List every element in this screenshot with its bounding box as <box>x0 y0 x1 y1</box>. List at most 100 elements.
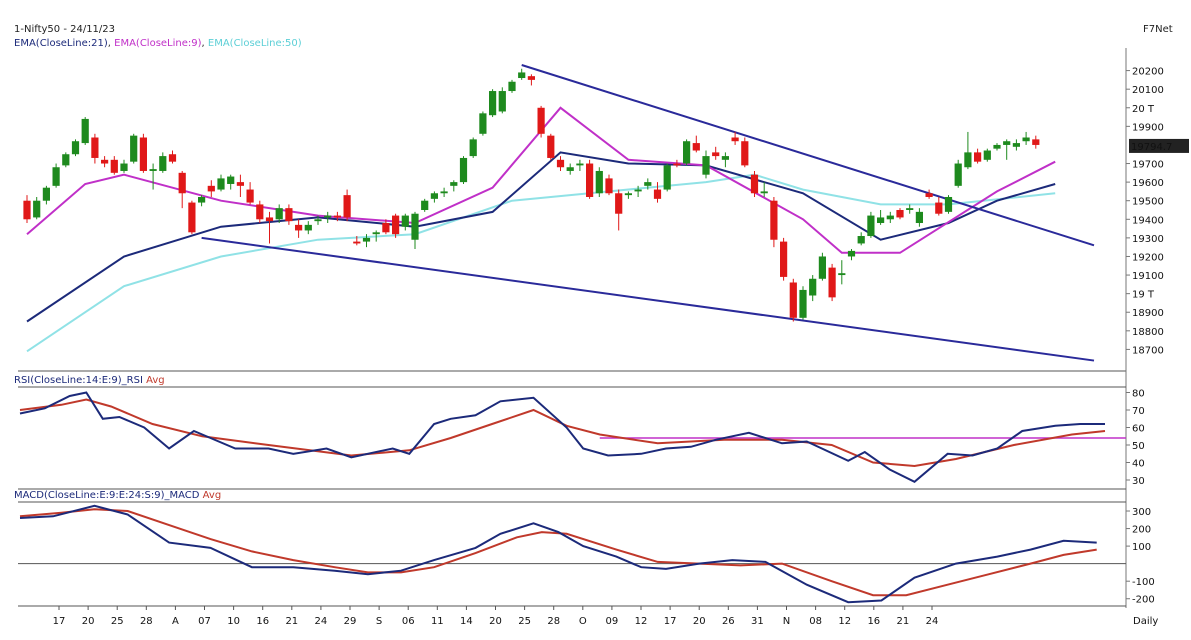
macd-tick-label: -200 <box>1132 595 1155 606</box>
candle-body <box>508 81 516 92</box>
candle-body <box>52 167 60 186</box>
rsi-tick-label: 30 <box>1132 476 1145 487</box>
chart-title: 1-Nifty50 - 24/11/23 <box>14 24 115 35</box>
rsi-tick-label: 70 <box>1132 406 1145 417</box>
candle-body <box>1032 139 1040 145</box>
candle-body <box>750 174 759 194</box>
date-tick-label: 12 <box>635 616 648 627</box>
macd-y-axis: 300 200 100 -100 -200 <box>1126 507 1155 606</box>
date-tick-label: 11 <box>431 616 444 627</box>
last-price-box: 19794.7 <box>1129 138 1189 153</box>
candle-body <box>944 196 953 212</box>
date-tick-label: 20 <box>489 616 502 627</box>
date-axis: 17 20 25 28 A 07 10 16 21 24 29 S 06 11 14 20 25 28 O 09 12 1… <box>53 606 939 627</box>
candle-body <box>974 152 982 162</box>
rsi-y-axis: 80 70 60 50 40 30 <box>1126 389 1145 487</box>
trendlines <box>201 64 1095 362</box>
candle-body <box>993 144 1001 149</box>
x-axis-label: Daily <box>1133 616 1158 627</box>
candle-body <box>692 143 700 151</box>
date-tick-label: 20 <box>82 616 95 627</box>
candle-body <box>207 185 215 192</box>
price-tick-label: 19100 <box>1132 271 1164 282</box>
price-tick-label: 19300 <box>1132 234 1164 245</box>
ema21-line <box>26 151 1056 323</box>
candle-body <box>314 219 322 222</box>
price-tick-label: 19600 <box>1132 178 1164 189</box>
candle-body <box>663 165 671 190</box>
candle-body <box>101 159 109 164</box>
candle-body <box>712 152 720 157</box>
date-tick-label: 31 <box>751 616 764 627</box>
candle-body <box>498 91 506 112</box>
price-tick-label: 19200 <box>1132 252 1164 263</box>
candle-body <box>110 159 118 173</box>
date-tick-label: 16 <box>256 616 269 627</box>
candle-body <box>392 215 400 235</box>
last-price-bg <box>1129 138 1189 153</box>
candle-body <box>896 210 904 218</box>
candle-body <box>139 137 147 171</box>
candle-body <box>343 195 351 218</box>
brand-label: F7Net <box>1143 24 1173 35</box>
date-tick-label: 07 <box>198 616 211 627</box>
candle-body <box>333 215 341 218</box>
candle-body <box>935 202 943 214</box>
candle-body <box>227 176 235 184</box>
candle-body <box>62 154 70 166</box>
date-tick-label: 24 <box>315 616 328 627</box>
legend-ema21: EMA(CloseLine:21) <box>14 38 108 49</box>
rsi-line <box>19 391 1105 483</box>
rsi-tick-label: 60 <box>1132 424 1145 435</box>
date-tick-label: 24 <box>926 616 939 627</box>
candle-body <box>653 189 662 199</box>
date-tick-label: 14 <box>460 616 473 627</box>
candle-body <box>915 211 923 224</box>
price-tick-label: 20 T <box>1132 104 1155 115</box>
candle-body <box>42 187 50 201</box>
price-tick-label: 19700 <box>1132 160 1164 171</box>
date-tick-label: 26 <box>722 616 735 627</box>
date-tick-label: 06 <box>402 616 415 627</box>
candle-body <box>285 208 293 222</box>
candle-body <box>256 204 264 220</box>
candle-body <box>770 200 778 240</box>
candle-body <box>71 141 80 155</box>
candle-body <box>217 178 225 190</box>
date-tick-label: N <box>783 616 790 627</box>
date-tick-label: S <box>376 616 382 627</box>
lower-trendline <box>201 236 1095 362</box>
candle-body <box>721 156 729 160</box>
macd-tick-label: -100 <box>1132 577 1155 588</box>
candle-body <box>401 215 409 227</box>
date-tick-label: 28 <box>547 616 560 627</box>
last-price-label: 19794.7 <box>1131 142 1172 153</box>
candle-body <box>537 107 545 134</box>
candle-body <box>886 215 894 220</box>
candle-body <box>91 137 99 158</box>
candle-body <box>23 200 31 220</box>
date-tick-label: 21 <box>897 616 910 627</box>
candle-body <box>615 193 623 214</box>
candle-body <box>556 159 565 168</box>
ema50-line <box>26 173 1056 353</box>
candle-body <box>518 72 526 79</box>
candle-body <box>130 135 138 162</box>
candle-body <box>828 267 836 298</box>
price-tick-label: 19400 <box>1132 215 1164 226</box>
candle-body <box>809 278 817 296</box>
candle-body <box>760 191 768 194</box>
date-tick-label: 10 <box>227 616 240 627</box>
candle-body <box>644 182 652 186</box>
price-tick-label: 18900 <box>1132 308 1164 319</box>
rsi-legend-avg: Avg <box>146 375 165 386</box>
candle-body <box>459 157 468 183</box>
macd-legend: MACD(CloseLine:E:9:E:24:S:9)_MACD Avg <box>14 490 221 501</box>
macd-avg-line <box>19 508 1097 597</box>
rsi-tick-label: 50 <box>1132 441 1145 452</box>
candle-body <box>440 191 448 194</box>
candle-body <box>198 196 206 203</box>
candle-body <box>178 172 186 194</box>
candle-body <box>489 91 497 116</box>
